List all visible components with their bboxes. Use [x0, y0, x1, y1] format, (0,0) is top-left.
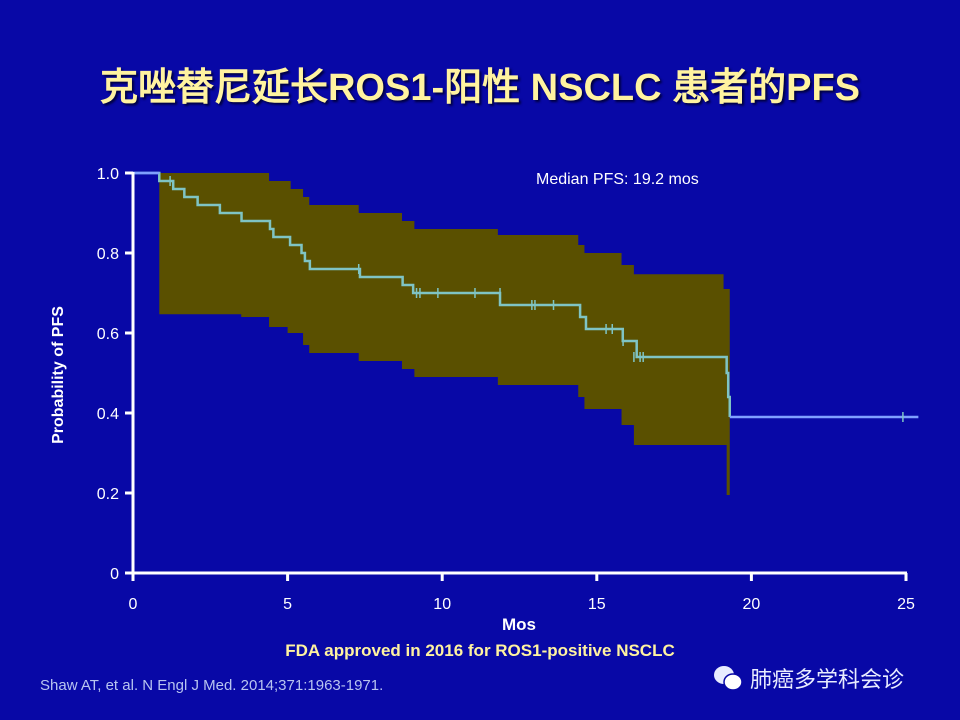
- slide-title: 克唑替尼延长ROS1-阳性 NSCLC 患者的PFS: [99, 67, 861, 109]
- y-tick-label: 1.0: [97, 166, 119, 183]
- x-axis-label: Mos: [502, 615, 536, 634]
- y-tick-label: 0.2: [97, 486, 119, 503]
- x-tick-label: 10: [433, 596, 451, 613]
- y-tick-label: 0.4: [97, 406, 119, 423]
- y-tick-label: 0.8: [97, 246, 119, 263]
- watermark: 肺癌多学科会诊: [712, 662, 904, 694]
- survival-curve: [133, 171, 732, 417]
- y-tick-label: 0: [110, 566, 119, 583]
- watermark-text: 肺癌多学科会诊: [750, 667, 905, 692]
- median-pfs-annotation: Median PFS: 19.2 mos: [536, 171, 699, 188]
- wechat-icon: [714, 666, 743, 691]
- x-tick-label: 0: [129, 596, 138, 613]
- x-tick-label: 25: [897, 596, 915, 613]
- x-tick-label: 20: [743, 596, 761, 613]
- fda-note: FDA approved in 2016 for ROS1-positive N…: [285, 641, 675, 660]
- y-tick-label: 0.6: [97, 326, 119, 343]
- x-tick-label: 15: [588, 596, 606, 613]
- reference-citation: Shaw AT, et al. N Engl J Med. 2014;371:1…: [40, 677, 384, 694]
- y-axis-label: Probability of PFS: [50, 306, 67, 444]
- x-tick-label: 5: [283, 596, 292, 613]
